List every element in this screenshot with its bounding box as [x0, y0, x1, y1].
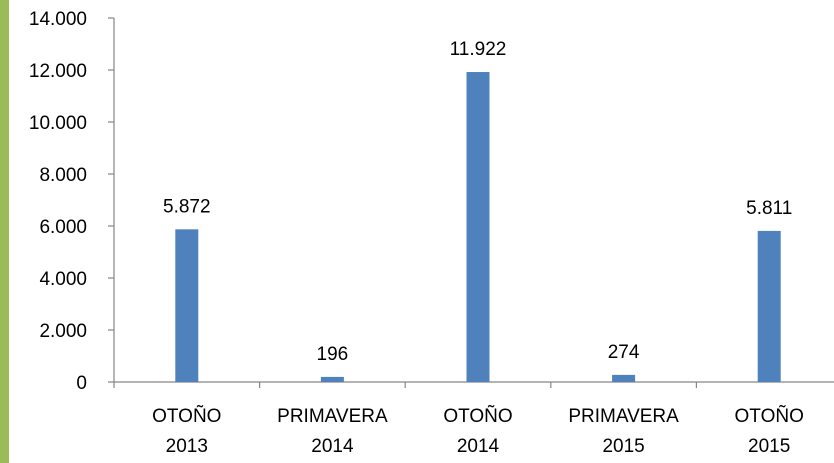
bar	[612, 374, 636, 382]
data-label: 5.811	[746, 198, 792, 219]
x-category-label: 2015	[748, 436, 790, 457]
chart-data-labels: 5.872 196 11.922 274 5.811	[163, 39, 792, 365]
x-axis-category-labels: OTOÑO 2013 PRIMAVERA 2014 OTOÑO 2014 PRIMAVERA…	[152, 405, 804, 457]
x-category-label: OTOÑO	[443, 405, 512, 427]
x-category-label: PRIMAVERA	[277, 406, 388, 427]
x-category-label: 2014	[311, 436, 354, 457]
x-category-label: OTOÑO	[152, 405, 221, 427]
x-category-label: 2015	[602, 436, 644, 457]
bar	[175, 229, 199, 382]
y-axis-tick-labels: 0 2.000 4.000 6.000 8.000 10.000 12.000 14.000	[29, 9, 87, 394]
bar	[466, 72, 490, 382]
bar	[320, 376, 344, 382]
data-label: 11.922	[450, 39, 507, 60]
x-category-label: PRIMAVERA	[568, 406, 679, 427]
left-accent-strip	[0, 0, 9, 463]
y-tick-label: 6.000	[39, 217, 87, 238]
data-label: 274	[608, 342, 640, 363]
y-tick-label: 2.000	[39, 321, 87, 342]
y-tick-label: 0	[76, 373, 87, 394]
y-tick-label: 14.000	[29, 9, 87, 30]
y-tick-label: 4.000	[39, 269, 87, 290]
data-label: 5.872	[163, 196, 211, 217]
bar	[757, 230, 781, 382]
x-category-label: 2013	[166, 436, 208, 457]
data-label: 196	[317, 344, 349, 365]
x-category-label: OTOÑO	[735, 405, 804, 427]
y-tick-label: 10.000	[29, 113, 87, 134]
y-tick-label: 8.000	[39, 165, 87, 186]
x-category-label: 2014	[457, 436, 500, 457]
chart-bars	[175, 72, 781, 382]
y-tick-label: 12.000	[29, 61, 87, 82]
